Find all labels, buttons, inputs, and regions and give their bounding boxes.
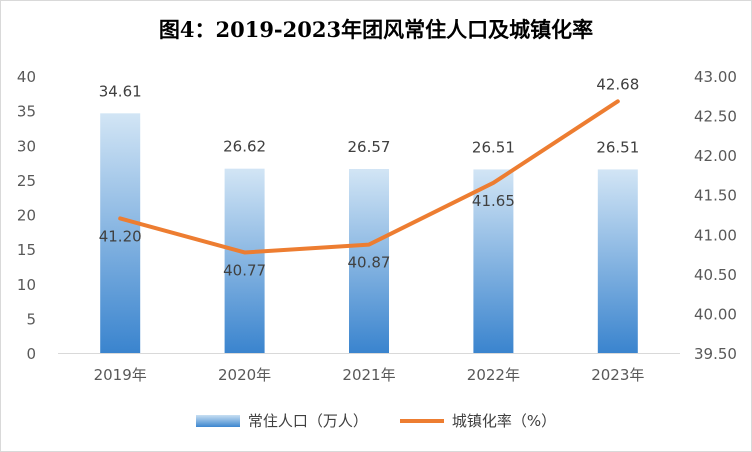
line-data-label: 40.77: [223, 261, 266, 279]
chart-title: 图4：2019-2023年团风常住人口及城镇化率: [158, 17, 594, 42]
bar-data-label: 26.57: [348, 138, 391, 156]
legend-item-urbanization: 城镇化率（%）: [399, 410, 557, 431]
bar-population: [349, 169, 389, 353]
legend: 常住人口（万人） 城镇化率（%）: [0, 410, 752, 431]
legend-item-population: 常住人口（万人）: [195, 410, 368, 431]
line-data-label: 40.87: [348, 254, 391, 272]
x-tick-label: 2023年: [591, 366, 644, 384]
y-right-tick-label: 39.50: [694, 345, 737, 363]
bar-population: [597, 169, 638, 353]
x-tick-label: 2020年: [218, 366, 271, 384]
line-data-label: 41.65: [472, 192, 515, 210]
y-left-tick-label: 10: [17, 276, 36, 294]
line-data-label: 42.68: [596, 75, 639, 93]
y-right-tick-label: 42.00: [694, 147, 737, 165]
y-left-tick-label: 20: [17, 207, 36, 225]
x-tick-label: 2021年: [342, 366, 395, 384]
line-data-label: 41.20: [99, 227, 142, 245]
bar-data-label: 26.62: [223, 138, 266, 156]
y-right-tick-label: 42.50: [694, 108, 737, 126]
bar-data-label: 26.51: [596, 138, 639, 156]
y-right-tick-label: 43.00: [694, 68, 737, 86]
y-left-tick-label: 40: [17, 68, 36, 86]
legend-swatch-line: [399, 418, 444, 423]
legend-label-urbanization: 城镇化率（%）: [451, 412, 557, 430]
x-tick-label: 2022年: [467, 366, 520, 384]
y-right-tick-label: 41.00: [694, 226, 737, 244]
bar-population: [100, 113, 141, 354]
legend-label-population: 常住人口（万人）: [247, 412, 368, 430]
bar-population: [473, 169, 514, 353]
y-left-tick-label: 35: [17, 103, 36, 121]
y-right-tick-label: 41.50: [694, 187, 737, 205]
x-tick-label: 2019年: [94, 366, 147, 384]
y-left-tick-label: 5: [26, 310, 36, 328]
bar-data-label: 26.51: [472, 138, 515, 156]
bar-population: [224, 168, 265, 353]
bar-data-label: 34.61: [99, 82, 142, 100]
y-left-tick-label: 15: [17, 241, 36, 259]
y-right-tick-label: 40.50: [694, 266, 737, 284]
legend-swatch-bar: [195, 414, 240, 427]
y-left-tick-label: 0: [26, 345, 36, 363]
y-right-tick-label: 40.00: [694, 305, 737, 323]
y-left-tick-label: 30: [17, 137, 36, 155]
y-left-tick-label: 25: [17, 172, 36, 190]
